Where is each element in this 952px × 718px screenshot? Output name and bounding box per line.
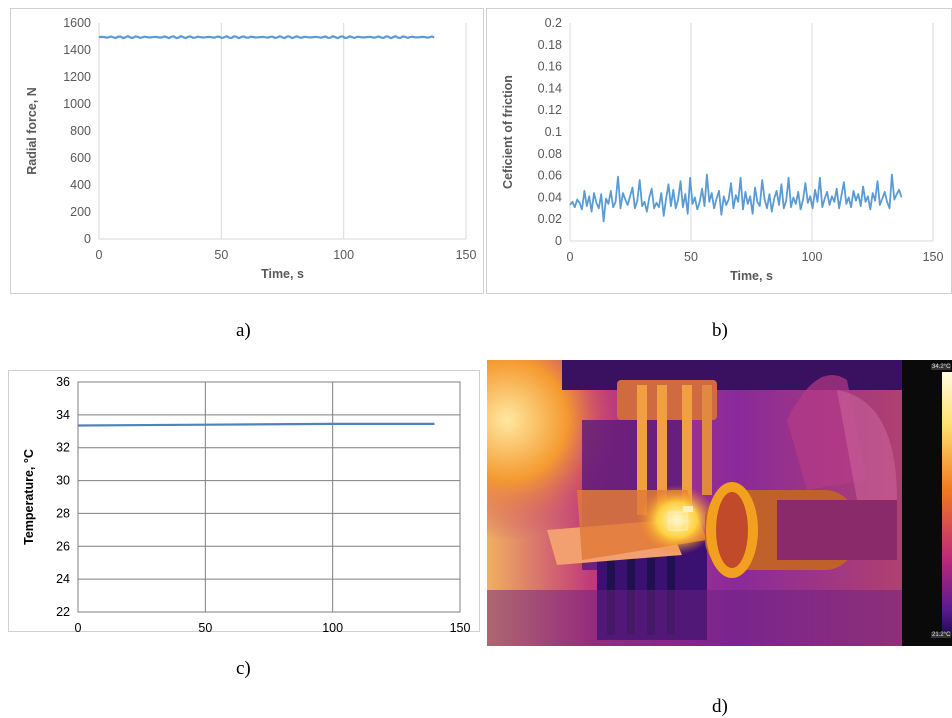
y-tick-label-6: 34 (56, 408, 70, 422)
x-tick-label-3: 150 (450, 621, 471, 633)
y-tick-label-5: 1000 (63, 97, 91, 111)
chart-panel-b: 0 0.02 0.04 0.06 0.08 0.1 0.12 0.14 0.16 0.18 0.2 0… (486, 8, 952, 294)
y-tick-label-6: 1200 (63, 70, 91, 84)
thermal-image-graphic (487, 360, 952, 646)
caption-d: d) (712, 696, 728, 717)
y-tick-label-5: 0.1 (545, 125, 562, 139)
x-tick-label-2: 100 (333, 248, 354, 262)
x-tick-label-2: 100 (802, 250, 823, 264)
y-tick-label-3: 28 (56, 506, 70, 520)
series-line-0 (98, 35, 435, 40)
y-tick-label-4: 0.08 (538, 147, 562, 161)
y-tick-label-2: 0.04 (538, 190, 562, 204)
chart-a: 0 200 400 600 800 1000 1200 1400 1600 0 50 100 150 Ti… (25, 16, 477, 281)
x-tick-label-0: 0 (75, 621, 82, 633)
chart-c: 2224262830323436050100150Time, sTemperat… (22, 375, 471, 633)
x-axis-label: Time, s (730, 269, 773, 283)
chart-panel-a: 0 200 400 600 800 1000 1200 1400 1600 0 50 100 150 Ti… (10, 8, 484, 294)
caption-c: c) (236, 658, 251, 679)
x-tick-label-0: 0 (96, 248, 103, 262)
x-axis-label: Time, s (261, 267, 304, 281)
y-tick-label-7: 1400 (63, 43, 91, 57)
x-tick-label-1: 50 (214, 248, 228, 262)
x-tick-label-1: 50 (684, 250, 698, 264)
y-tick-label-0: 0 (84, 232, 91, 246)
series-line-0 (77, 422, 435, 427)
y-axis-label: Radial force, N (25, 87, 39, 175)
x-tick-label-3: 150 (923, 250, 944, 264)
y-tick-label-1: 0.02 (538, 212, 562, 226)
y-tick-label-3: 0.06 (538, 169, 562, 183)
y-tick-label-2: 400 (70, 178, 91, 192)
x-tick-label-2: 100 (322, 621, 343, 633)
y-tick-label-0: 0 (555, 234, 562, 248)
series-line-0 (569, 173, 903, 223)
y-tick-label-0: 22 (56, 605, 70, 619)
y-tick-label-6: 0.12 (538, 103, 562, 117)
y-tick-label-3: 600 (70, 151, 91, 165)
y-tick-label-7: 0.14 (538, 81, 562, 95)
y-tick-label-7: 36 (56, 375, 70, 389)
caption-a: a) (236, 320, 251, 341)
y-tick-label-4: 800 (70, 124, 91, 138)
x-tick-label-0: 0 (567, 250, 574, 264)
y-tick-label-5: 32 (56, 441, 70, 455)
y-tick-label-8: 0.16 (538, 60, 562, 74)
y-axis-label: Temperature, °C (22, 449, 36, 545)
y-tick-label-8: 1600 (63, 16, 91, 30)
y-tick-label-1: 200 (70, 205, 91, 219)
plot-frame (77, 381, 461, 613)
y-tick-label-9: 0.18 (538, 38, 562, 52)
caption-b: b) (712, 320, 728, 341)
y-tick-label-1: 24 (56, 572, 70, 586)
chart-b: 0 0.02 0.04 0.06 0.08 0.1 0.12 0.14 0.16 0.18 0.2 0… (501, 16, 944, 283)
y-tick-label-4: 30 (56, 474, 70, 488)
y-tick-label-2: 26 (56, 539, 70, 553)
thermal-scale-max-label: 34.2°C (931, 364, 952, 370)
thermal-camera-image: 34.2°C 21.2°C (487, 360, 952, 646)
x-tick-label-1: 50 (198, 621, 212, 633)
y-tick-label-10: 0.2 (545, 16, 562, 30)
x-tick-label-3: 150 (456, 248, 477, 262)
thermal-scale-min-label: 21.2°C (931, 632, 952, 638)
chart-panel-c: 2224262830323436050100150Time, sTemperat… (8, 370, 480, 633)
y-axis-label: Ceficient of friction (501, 75, 515, 189)
